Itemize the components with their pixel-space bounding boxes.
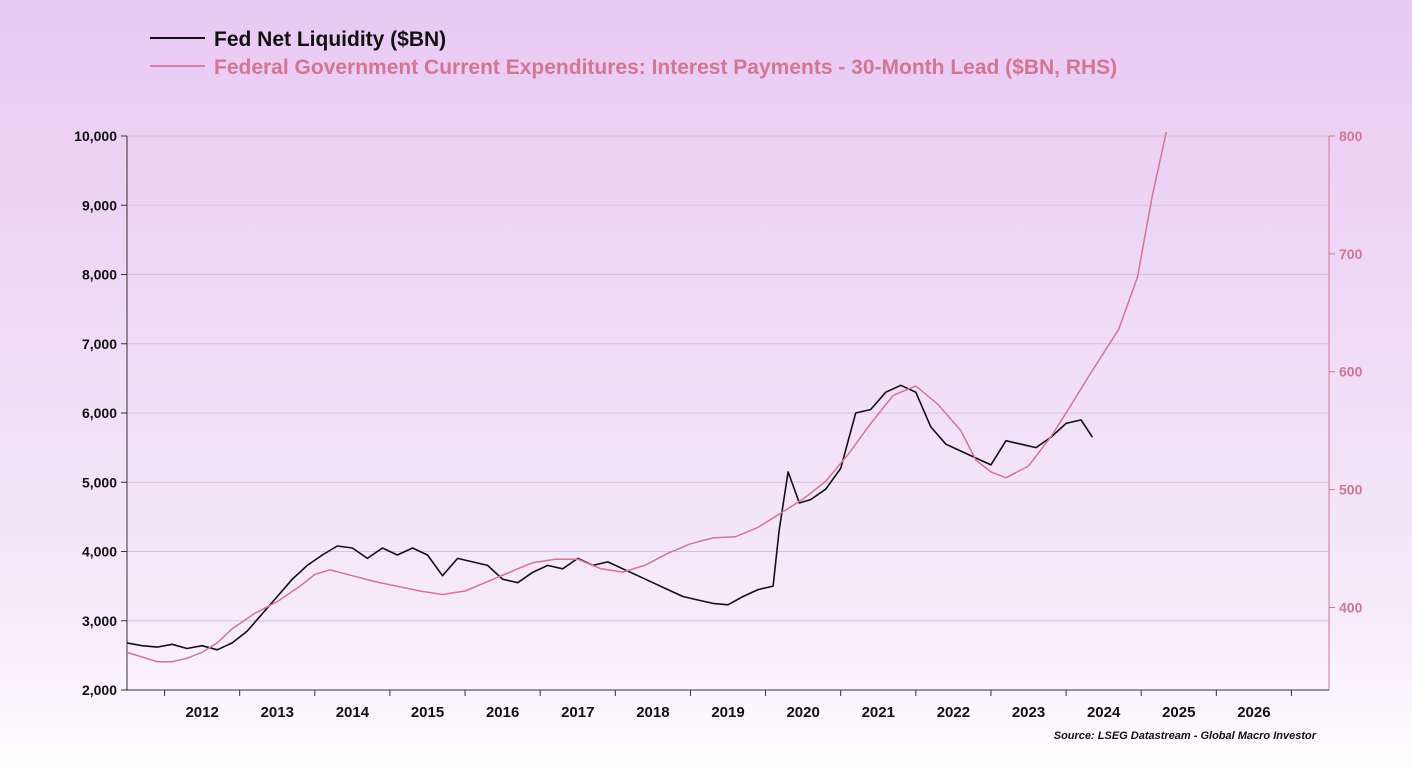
x-tick-label: 2024: [1087, 704, 1121, 721]
legend-label-fed-net-liquidity: Fed Net Liquidity ($BN): [214, 28, 446, 51]
right-tick-label: 800: [1339, 128, 1363, 144]
left-tick-label: 3,000: [82, 613, 117, 629]
x-tick-label: 2016: [486, 704, 519, 721]
x-tick-label: 2019: [711, 704, 744, 721]
left-tick-label: 8,000: [82, 267, 117, 283]
left-tick-label: 5,000: [82, 474, 117, 490]
right-tick-label: 400: [1339, 599, 1363, 615]
x-tick-label: 2023: [1012, 704, 1045, 721]
x-tick-label: 2025: [1162, 704, 1195, 721]
x-tick-label: 2022: [937, 704, 970, 721]
right-tick-label: 700: [1339, 246, 1363, 262]
left-tick-label: 2,000: [82, 682, 117, 698]
left-tick-label: 4,000: [82, 544, 117, 560]
x-tick-label: 2013: [261, 704, 294, 721]
right-tick-label: 500: [1339, 482, 1363, 498]
left-tick-label: 6,000: [82, 405, 117, 421]
left-tick-label: 7,000: [82, 336, 117, 352]
x-tick-label: 2020: [786, 704, 819, 721]
x-tick-label: 2012: [185, 704, 218, 721]
series-line-fed-net-liquidity: [127, 384, 1094, 651]
x-tick-label: 2015: [411, 704, 444, 721]
gridlines: [127, 135, 1329, 622]
legend-label-interest-payments: Federal Government Current Expenditures:…: [214, 56, 1117, 79]
x-tick-label: 2026: [1237, 704, 1270, 721]
right-axis-ticks: 400 500 600 700 800: [1329, 128, 1363, 615]
series-line-interest-payments: [127, 132, 1168, 663]
left-tick-label: 10,000: [74, 128, 117, 144]
left-axis-ticks: 2,000 3,000 4,000 5,000 6,000 7,000 8,000 9,000…: [74, 128, 127, 698]
legend: Fed Net Liquidity ($BN) Federal Governme…: [150, 28, 1117, 79]
x-tick-label: 2018: [636, 704, 669, 721]
x-axis-ticks: 2012 2013 2014 2015 2016 2017 2018 2019 2020 2021…: [164, 690, 1292, 721]
right-tick-label: 600: [1339, 364, 1363, 380]
series-lines: [127, 132, 1168, 663]
left-tick-label: 9,000: [82, 197, 117, 213]
source-note: Source: LSEG Datastream - Global Macro I…: [1054, 730, 1317, 742]
x-tick-label: 2017: [561, 704, 594, 721]
x-tick-label: 2021: [862, 704, 895, 721]
x-tick-label: 2014: [336, 704, 370, 721]
